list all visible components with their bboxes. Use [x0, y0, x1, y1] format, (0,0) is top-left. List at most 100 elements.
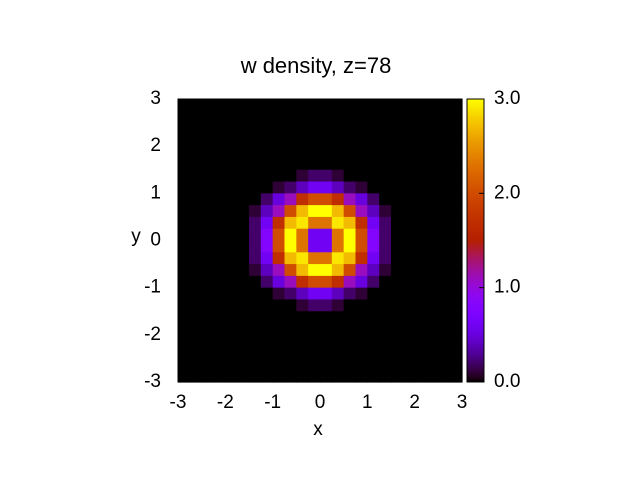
heat-cell [284, 146, 297, 159]
heat-cell [213, 275, 226, 289]
heat-cell [249, 205, 262, 218]
heat-cell [225, 334, 238, 348]
heat-cell [260, 311, 274, 324]
heat-cell [213, 99, 226, 112]
heat-cell [355, 122, 368, 135]
heat-cell [284, 299, 297, 312]
heat-cell [178, 287, 191, 301]
heat-cell [201, 146, 215, 159]
heat-cell [426, 299, 439, 312]
heat-cell [331, 146, 345, 159]
heat-cell [331, 323, 345, 336]
heat-cell [213, 169, 226, 183]
heat-cell [331, 299, 345, 312]
heat-cell [331, 122, 345, 135]
heat-cell [367, 205, 380, 218]
heat-cell [367, 110, 380, 124]
heat-cell [355, 264, 368, 277]
heat-cell [249, 287, 262, 301]
heat-cell [272, 216, 286, 230]
heat-cell [402, 99, 416, 112]
heat-cell [414, 134, 428, 147]
heat-cell [391, 134, 404, 147]
heat-cell [343, 110, 357, 124]
heat-cell [296, 275, 309, 289]
heat-cell [189, 146, 203, 159]
heat-cell [450, 370, 463, 383]
heat-cell [438, 193, 451, 206]
heat-cell [225, 205, 238, 218]
y-tick-label: 1 [150, 182, 161, 203]
heat-cell [237, 110, 250, 124]
heat-cell [178, 110, 191, 124]
heat-cell [272, 181, 286, 194]
heat-cell [355, 169, 368, 183]
heat-cell [296, 205, 309, 218]
heat-cell [225, 299, 238, 312]
heat-cell [296, 370, 309, 383]
heat-cell [438, 252, 451, 265]
heat-cell [438, 110, 451, 124]
heat-cell [272, 99, 286, 112]
heat-cell [402, 346, 416, 360]
heat-cell [284, 287, 297, 301]
heat-cell [296, 299, 309, 312]
heat-cell [237, 193, 250, 206]
heat-cell [402, 311, 416, 324]
heat-cell [343, 358, 357, 371]
heat-cell [450, 311, 463, 324]
heat-cell [296, 157, 309, 171]
heat-cell [213, 252, 226, 265]
heat-cell [426, 358, 439, 371]
heat-cell [249, 252, 262, 265]
heat-cell [249, 323, 262, 336]
heat-cell [320, 370, 333, 383]
heat-cell [379, 99, 392, 112]
y-tick-label: -1 [144, 277, 161, 298]
heat-cell [355, 193, 368, 206]
heat-cell [379, 181, 392, 194]
heat-cell [272, 252, 286, 265]
heat-cell [272, 264, 286, 277]
heat-cell [213, 358, 226, 371]
heat-cell [225, 99, 238, 112]
heat-cell [367, 346, 380, 360]
heat-cell [296, 216, 309, 230]
heat-cell [178, 334, 191, 348]
heat-cell [213, 110, 226, 124]
y-tick-label: 3 [150, 88, 161, 109]
chart-title: w density, z=78 [240, 53, 392, 78]
heat-cell [320, 216, 333, 230]
heat-cell [426, 334, 439, 348]
heat-cell [367, 193, 380, 206]
heat-cell [308, 323, 321, 336]
heat-cell [355, 146, 368, 159]
heat-cell [272, 240, 286, 253]
heat-cell [260, 264, 274, 277]
heat-cell [402, 240, 416, 253]
heat-cell [320, 193, 333, 206]
heat-cell [450, 169, 463, 183]
heat-cell [391, 287, 404, 301]
heat-cell [438, 146, 451, 159]
heat-cell [391, 240, 404, 253]
heat-cell [260, 346, 274, 360]
heat-cell [213, 122, 226, 135]
heat-cell [450, 122, 463, 135]
heat-cell [343, 370, 357, 383]
heat-cell [426, 264, 439, 277]
heat-cell [213, 323, 226, 336]
heat-cell [272, 193, 286, 206]
heat-cell [450, 228, 463, 242]
heat-cell [237, 146, 250, 159]
heat-cell [308, 240, 321, 253]
heat-cell [343, 146, 357, 159]
heat-cell [343, 228, 357, 242]
heat-cell [213, 370, 226, 383]
heat-cell [284, 228, 297, 242]
heat-cell [249, 264, 262, 277]
heat-cell [320, 157, 333, 171]
heat-cell [249, 157, 262, 171]
heat-cell [260, 323, 274, 336]
heat-cell [438, 358, 451, 371]
